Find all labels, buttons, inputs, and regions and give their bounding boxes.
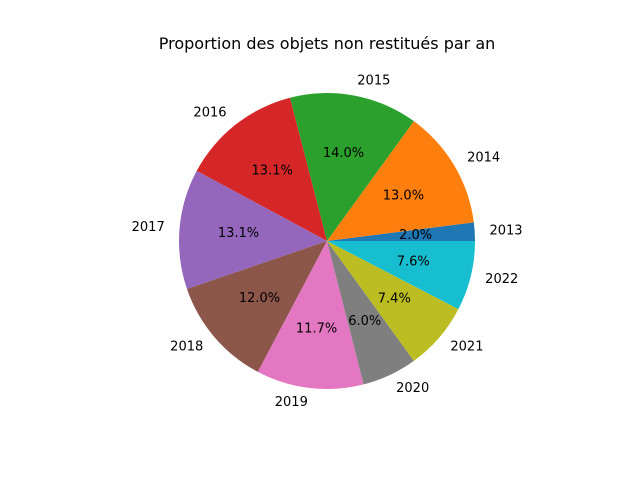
- percent-label-2021: 7.4%: [378, 291, 411, 306]
- category-label-2018: 2018: [170, 339, 203, 354]
- pie-slice-2013: [327, 222, 475, 241]
- pie-slice-2021: [327, 241, 459, 361]
- pie-labels: 2013 2.0% 2014 13.0% 2015 14.0% 2016 13.1% 2017 1…: [132, 74, 523, 411]
- pie-slice-2019: [257, 241, 364, 390]
- category-label-2020: 2020: [396, 381, 429, 396]
- percent-label-2016: 13.1%: [252, 164, 293, 179]
- category-label-2016: 2016: [193, 105, 226, 120]
- pie-slices: [178, 93, 475, 390]
- category-label-2017: 2017: [132, 220, 165, 235]
- percent-label-2015: 14.0%: [323, 146, 364, 161]
- pie-slice-2020: [327, 241, 414, 385]
- pie-slice-2018: [186, 241, 327, 372]
- category-label-2014: 2014: [467, 151, 500, 166]
- pie-slice-2017: [178, 170, 327, 289]
- category-label-2022: 2022: [485, 272, 518, 287]
- category-label-2019: 2019: [275, 395, 308, 410]
- category-label-2021: 2021: [450, 340, 483, 355]
- pie-slice-2014: [327, 121, 474, 241]
- category-label-2015: 2015: [357, 74, 390, 89]
- pie-slice-2015: [289, 93, 414, 241]
- pie-slice-2022: [327, 241, 475, 310]
- pie-slice-2016: [196, 97, 327, 241]
- percent-label-2022: 7.6%: [397, 255, 430, 270]
- percent-label-2014: 13.0%: [383, 188, 424, 203]
- percent-label-2019: 11.7%: [296, 322, 337, 337]
- percent-label-2017: 13.1%: [218, 226, 259, 241]
- percent-label-2013: 2.0%: [399, 228, 432, 243]
- percent-label-2020: 6.0%: [348, 314, 381, 329]
- chart-title: Proportion des objets non restitués par …: [159, 34, 496, 53]
- percent-label-2018: 12.0%: [239, 291, 280, 306]
- category-label-2013: 2013: [489, 223, 522, 238]
